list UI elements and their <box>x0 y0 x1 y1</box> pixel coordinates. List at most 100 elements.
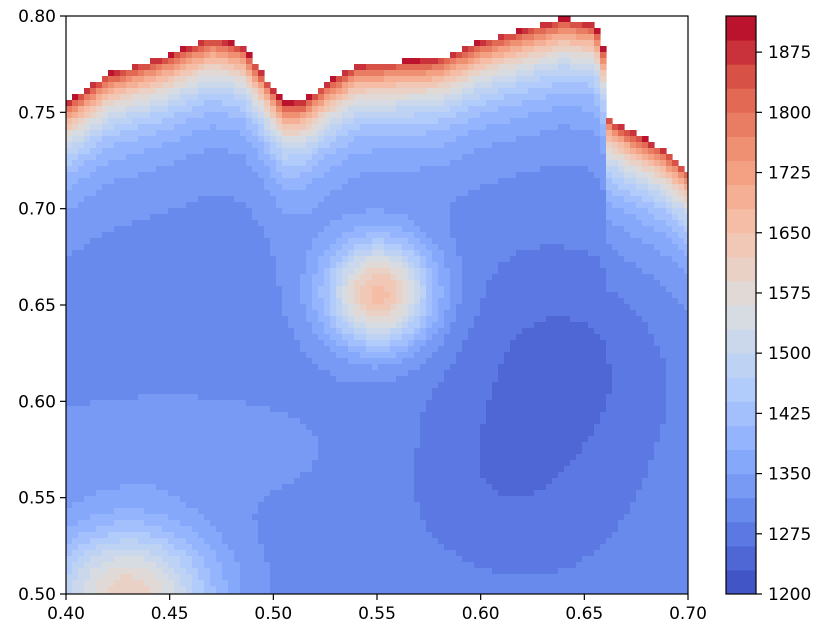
contour-cell <box>174 322 181 329</box>
contour-cell <box>288 250 295 257</box>
contour-cell <box>270 130 277 137</box>
contour-cell <box>234 280 241 287</box>
contour-cell <box>492 190 499 197</box>
contour-cell <box>624 256 631 263</box>
contour-cell <box>438 142 445 149</box>
contour-cell <box>270 202 277 209</box>
contour-cell <box>570 298 577 305</box>
contour-cell <box>540 118 547 125</box>
contour-cell <box>378 292 385 299</box>
contour-cell <box>648 214 655 221</box>
contour-cell <box>102 274 109 281</box>
contour-cell <box>138 148 145 155</box>
contour-cell <box>546 178 553 185</box>
contour-cell <box>372 184 379 191</box>
contour-cell <box>354 244 361 251</box>
contour-cell <box>594 160 601 167</box>
contour-cell <box>366 346 373 353</box>
contour-cell <box>216 40 223 47</box>
contour-cell <box>600 106 607 113</box>
contour-cell <box>276 226 283 233</box>
contour-cell <box>660 334 667 341</box>
contour-cell <box>480 64 487 71</box>
contour-cell <box>492 280 499 287</box>
contour-cell <box>90 202 97 209</box>
contour-cell <box>354 118 361 125</box>
contour-cell <box>552 292 559 299</box>
contour-cell <box>246 88 253 95</box>
contour-cell <box>420 250 427 257</box>
contour-cell <box>228 232 235 239</box>
contour-cell <box>336 142 343 149</box>
contour-cell <box>582 244 589 251</box>
contour-cell <box>84 148 91 155</box>
contour-cell <box>342 70 349 77</box>
contour-cell <box>288 214 295 221</box>
contour-cell <box>72 190 79 197</box>
contour-cell <box>132 166 139 173</box>
contour-cell <box>240 142 247 149</box>
contour-cell <box>468 88 475 95</box>
contour-cell <box>72 268 79 275</box>
contour-cell <box>444 76 451 83</box>
contour-cell <box>78 190 85 197</box>
contour-cell <box>210 262 217 269</box>
contour-cell <box>558 184 565 191</box>
contour-cell <box>588 262 595 269</box>
contour-cell <box>570 106 577 113</box>
contour-cell <box>312 292 319 299</box>
contour-cell <box>378 190 385 197</box>
contour-cell <box>396 202 403 209</box>
contour-cell <box>90 334 97 341</box>
contour-cell <box>204 274 211 281</box>
contour-cell <box>582 160 589 167</box>
contour-cell <box>162 112 169 119</box>
contour-cell <box>162 70 169 77</box>
contour-cell <box>450 100 457 107</box>
contour-cell <box>480 118 487 125</box>
contour-cell <box>180 292 187 299</box>
contour-cell <box>612 238 619 245</box>
contour-cell <box>234 310 241 317</box>
contour-cell <box>528 184 535 191</box>
contour-cell <box>438 88 445 95</box>
contour-cell <box>150 202 157 209</box>
contour-cell <box>396 196 403 203</box>
contour-cell <box>564 22 571 29</box>
contour-cell <box>186 238 193 245</box>
contour-cell <box>174 286 181 293</box>
contour-cell <box>186 352 193 359</box>
contour-cell <box>504 58 511 65</box>
contour-cell <box>372 130 379 137</box>
contour-cell <box>396 154 403 161</box>
contour-cell <box>564 166 571 173</box>
contour-cell <box>630 136 637 143</box>
contour-cell <box>204 250 211 257</box>
contour-cell <box>588 106 595 113</box>
contour-cell <box>594 244 601 251</box>
contour-cell <box>522 214 529 221</box>
contour-cell <box>168 124 175 131</box>
contour-cell <box>210 94 217 101</box>
contour-cell <box>270 298 277 305</box>
contour-cell <box>450 196 457 203</box>
contour-cell <box>594 88 601 95</box>
contour-cell <box>504 226 511 233</box>
contour-cell <box>516 346 523 353</box>
contour-cell <box>300 250 307 257</box>
contour-cell <box>198 94 205 101</box>
contour-cell <box>276 190 283 197</box>
contour-cell <box>624 148 631 155</box>
contour-cell <box>390 268 397 275</box>
contour-cell <box>534 274 541 281</box>
contour-cell <box>240 340 247 347</box>
contour-cell <box>102 136 109 143</box>
contour-cell <box>174 316 181 323</box>
contour-cell <box>594 226 601 233</box>
contour-cell <box>438 328 445 335</box>
contour-cell <box>384 334 391 341</box>
contour-cell <box>396 70 403 77</box>
contour-cell <box>198 274 205 281</box>
contour-cell <box>468 130 475 137</box>
contour-cell <box>462 142 469 149</box>
